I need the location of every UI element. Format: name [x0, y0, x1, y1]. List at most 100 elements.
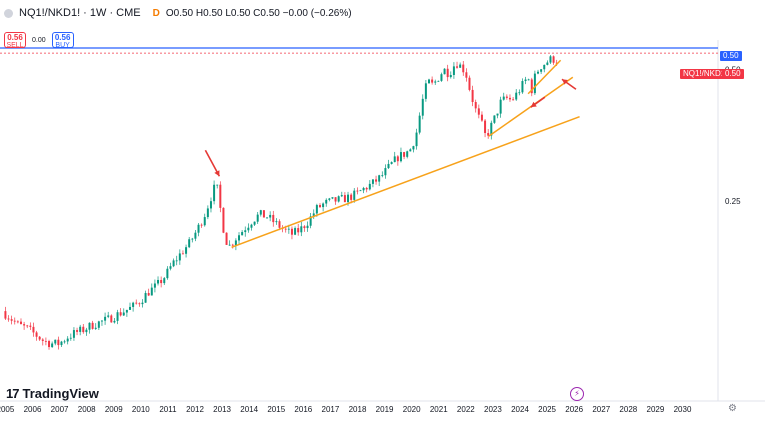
candle-body: [48, 341, 51, 348]
y-tick-label: 0.25: [725, 197, 741, 206]
candle-body: [428, 79, 430, 84]
sell-button[interactable]: 0.56 SELL: [4, 32, 26, 49]
x-tick-label: 2023: [484, 405, 502, 414]
trade-panel: 0.56 SELL 0.00 0.56 BUY: [4, 32, 74, 49]
tradingview-logo[interactable]: 17 TradingView: [6, 386, 99, 401]
candle-body: [521, 81, 524, 93]
candle-body: [166, 268, 169, 279]
candle-body: [150, 287, 153, 296]
buy-price: 0.56: [54, 33, 71, 42]
arrow-layer: [204, 78, 577, 177]
last-price-value-badge: 0.50: [722, 69, 744, 79]
candle-body: [163, 278, 166, 284]
candle-body: [169, 266, 172, 269]
x-tick-label: 2007: [51, 405, 69, 414]
x-tick-label: 2016: [294, 405, 312, 414]
candle-body: [135, 302, 138, 304]
x-tick-label: 2021: [430, 405, 448, 414]
candle-body: [100, 320, 103, 322]
candle-body: [437, 80, 440, 82]
candle-body: [340, 195, 343, 197]
x-axis: 2005 2006 2007 2008 2009 2010 2011 2012 2013 2014…: [0, 405, 692, 414]
candle-body: [66, 338, 69, 342]
y-axis: 0.50 0.25: [725, 66, 741, 207]
candle-body: [496, 113, 499, 116]
candle-body: [315, 205, 318, 214]
x-tick-label: 2019: [376, 405, 394, 414]
ohlc-readout: O0.50 H0.50 L0.50 C0.50 −0.00 (−0.26%): [165, 7, 352, 19]
candle-body: [88, 322, 91, 330]
candle-body: [440, 74, 443, 81]
chart-header: NQ1!/NKD1! · 1W · CME D O0.50 H0.50 L0.5…: [4, 2, 352, 24]
x-tick-label: 2009: [105, 405, 123, 414]
candle-body: [122, 312, 125, 316]
candle-body: [343, 195, 346, 203]
spread-value: 0.00: [32, 36, 46, 44]
candle-body: [206, 208, 209, 218]
tradingview-wordmark: TradingView: [22, 386, 99, 401]
x-tick-label: 2029: [647, 405, 665, 414]
candle-body: [29, 325, 32, 327]
candle-body: [94, 327, 97, 329]
candle-body: [35, 332, 38, 337]
candle-body: [7, 318, 10, 320]
candle-body: [231, 244, 234, 246]
candle-body: [110, 315, 113, 323]
candle-body: [178, 253, 181, 261]
candle-body: [375, 179, 378, 182]
candle-body: [300, 226, 303, 233]
candle-body: [79, 326, 82, 332]
sell-label: SELL: [6, 42, 24, 49]
candle-body: [409, 149, 412, 152]
candle-body: [403, 152, 406, 157]
candle-body: [32, 326, 35, 333]
hline-price-badge[interactable]: 0.50: [720, 51, 742, 61]
candle-body: [543, 64, 546, 70]
candle-body: [290, 228, 293, 235]
candle-body: [306, 225, 309, 229]
candle-body: [157, 279, 160, 284]
candle-body: [63, 341, 66, 343]
candle-body: [116, 312, 119, 321]
x-tick-label: 2006: [24, 405, 42, 414]
candle-body: [113, 320, 116, 323]
candle-body: [318, 205, 321, 208]
candle-body: [209, 201, 212, 209]
settings-gear-icon[interactable]: ⚙: [728, 403, 737, 414]
candle-body: [421, 98, 424, 116]
candle-body: [524, 79, 527, 82]
x-tick-label: 2018: [349, 405, 367, 414]
candle-body: [19, 321, 22, 325]
candle-body: [262, 210, 265, 218]
candle-body: [147, 293, 150, 296]
candle-body: [328, 198, 331, 200]
candle-body: [76, 330, 79, 332]
candle-body: [16, 321, 19, 323]
candle-body: [256, 214, 259, 222]
buy-button[interactable]: 0.56 BUY: [51, 32, 74, 49]
candle-body: [452, 66, 455, 76]
candle-body: [185, 247, 188, 254]
candle-body: [297, 228, 300, 233]
candle-body: [51, 343, 54, 348]
symbol-title[interactable]: NQ1!/NKD1! · 1W · CME: [19, 7, 141, 19]
trendline: [527, 59, 562, 95]
x-tick-label: 2027: [592, 405, 610, 414]
candle-body: [244, 230, 247, 233]
candle-body: [362, 187, 365, 191]
lightning-event-icon[interactable]: ⚡: [570, 387, 584, 401]
candle-body: [471, 89, 474, 103]
candle-body: [359, 190, 362, 192]
interval-badge[interactable]: D: [152, 7, 160, 19]
candle-body: [41, 339, 44, 341]
candle-body: [371, 179, 374, 184]
x-tick-label: 2030: [674, 405, 692, 414]
x-tick-label: 2005: [0, 405, 15, 414]
annotation-arrowhead: [561, 79, 568, 85]
candle-body: [418, 115, 421, 133]
candle-body: [462, 64, 465, 73]
candle-body: [253, 221, 256, 225]
candle-body: [412, 146, 415, 150]
candle-body: [4, 311, 7, 319]
